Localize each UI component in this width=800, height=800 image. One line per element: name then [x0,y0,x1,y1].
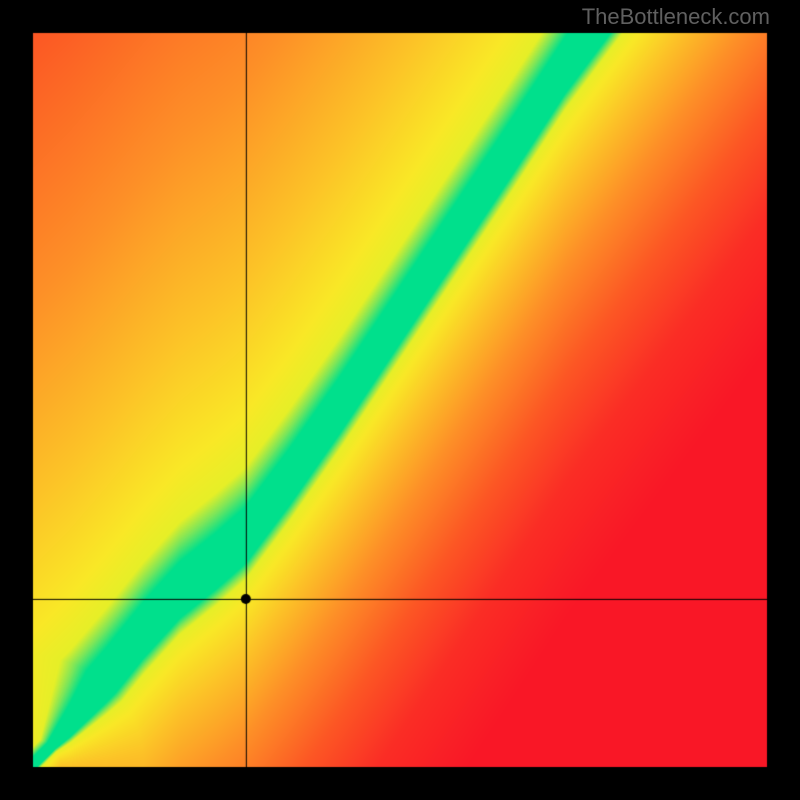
watermark-text: TheBottleneck.com [582,4,770,30]
bottleneck-heatmap [0,0,800,800]
